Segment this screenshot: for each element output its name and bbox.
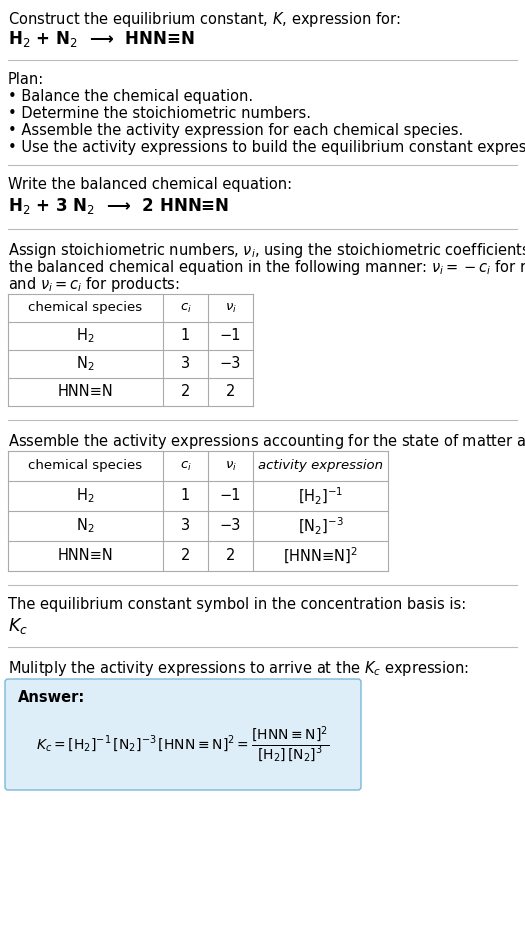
Text: Write the balanced chemical equation:: Write the balanced chemical equation: — [8, 177, 292, 192]
Text: • Determine the stoichiometric numbers.: • Determine the stoichiometric numbers. — [8, 106, 311, 121]
Text: −3: −3 — [220, 357, 241, 372]
Text: $c_i$: $c_i$ — [180, 460, 192, 473]
Text: Plan:: Plan: — [8, 72, 44, 87]
Text: −1: −1 — [220, 329, 242, 344]
Text: 2: 2 — [226, 384, 235, 399]
Text: $K_c = [\mathrm{H_2}]^{-1}\,[\mathrm{N_2}]^{-3}\,[\mathrm{HNN{\equiv}N}]^{2} = \: $K_c = [\mathrm{H_2}]^{-1}\,[\mathrm{N_2… — [36, 724, 330, 765]
Text: 3: 3 — [181, 518, 190, 533]
Text: [H$_2$]$^{-1}$: [H$_2$]$^{-1}$ — [298, 485, 343, 507]
Text: Construct the equilibrium constant, $K$, expression for:: Construct the equilibrium constant, $K$,… — [8, 10, 401, 29]
Text: Assemble the activity expressions accounting for the state of matter and $\nu_i$: Assemble the activity expressions accoun… — [8, 432, 525, 451]
Text: Assign stoichiometric numbers, $\nu_i$, using the stoichiometric coefficients, $: Assign stoichiometric numbers, $\nu_i$, … — [8, 241, 525, 260]
Text: • Assemble the activity expression for each chemical species.: • Assemble the activity expression for e… — [8, 123, 463, 138]
Text: $K_c$: $K_c$ — [8, 616, 28, 636]
Text: 2: 2 — [181, 384, 190, 399]
Text: N$_2$: N$_2$ — [76, 516, 94, 535]
Text: $\nu_i$: $\nu_i$ — [225, 301, 236, 314]
Text: 2: 2 — [226, 548, 235, 564]
Text: H$_2$: H$_2$ — [76, 487, 95, 505]
Text: and $\nu_i = c_i$ for products:: and $\nu_i = c_i$ for products: — [8, 275, 180, 294]
Text: 2: 2 — [181, 548, 190, 564]
Text: H$_2$: H$_2$ — [76, 327, 95, 346]
Text: $c_i$: $c_i$ — [180, 301, 192, 314]
Text: chemical species: chemical species — [28, 301, 143, 314]
Text: chemical species: chemical species — [28, 460, 143, 473]
Text: • Use the activity expressions to build the equilibrium constant expression.: • Use the activity expressions to build … — [8, 140, 525, 155]
Text: 1: 1 — [181, 329, 190, 344]
Text: 1: 1 — [181, 488, 190, 503]
Text: −1: −1 — [220, 488, 242, 503]
Text: [N$_2$]$^{-3}$: [N$_2$]$^{-3}$ — [298, 515, 343, 536]
Text: H$_2$ + 3 N$_2$  ⟶  2 HNN≡N: H$_2$ + 3 N$_2$ ⟶ 2 HNN≡N — [8, 196, 229, 216]
Text: 3: 3 — [181, 357, 190, 372]
Text: HNN≡N: HNN≡N — [58, 548, 113, 564]
Text: [HNN≡N]$^2$: [HNN≡N]$^2$ — [283, 546, 358, 566]
Text: Answer:: Answer: — [18, 690, 85, 705]
Text: the balanced chemical equation in the following manner: $\nu_i = -c_i$ for react: the balanced chemical equation in the fo… — [8, 258, 525, 277]
Text: HNN≡N: HNN≡N — [58, 384, 113, 399]
Text: • Balance the chemical equation.: • Balance the chemical equation. — [8, 89, 253, 104]
Text: The equilibrium constant symbol in the concentration basis is:: The equilibrium constant symbol in the c… — [8, 597, 466, 612]
Text: H$_2$ + N$_2$  ⟶  HNN≡N: H$_2$ + N$_2$ ⟶ HNN≡N — [8, 29, 195, 49]
Text: Mulitply the activity expressions to arrive at the $K_c$ expression:: Mulitply the activity expressions to arr… — [8, 659, 469, 678]
Text: activity expression: activity expression — [258, 460, 383, 473]
Text: N$_2$: N$_2$ — [76, 355, 94, 373]
FancyBboxPatch shape — [5, 679, 361, 790]
Text: −3: −3 — [220, 518, 241, 533]
Text: $\nu_i$: $\nu_i$ — [225, 460, 236, 473]
